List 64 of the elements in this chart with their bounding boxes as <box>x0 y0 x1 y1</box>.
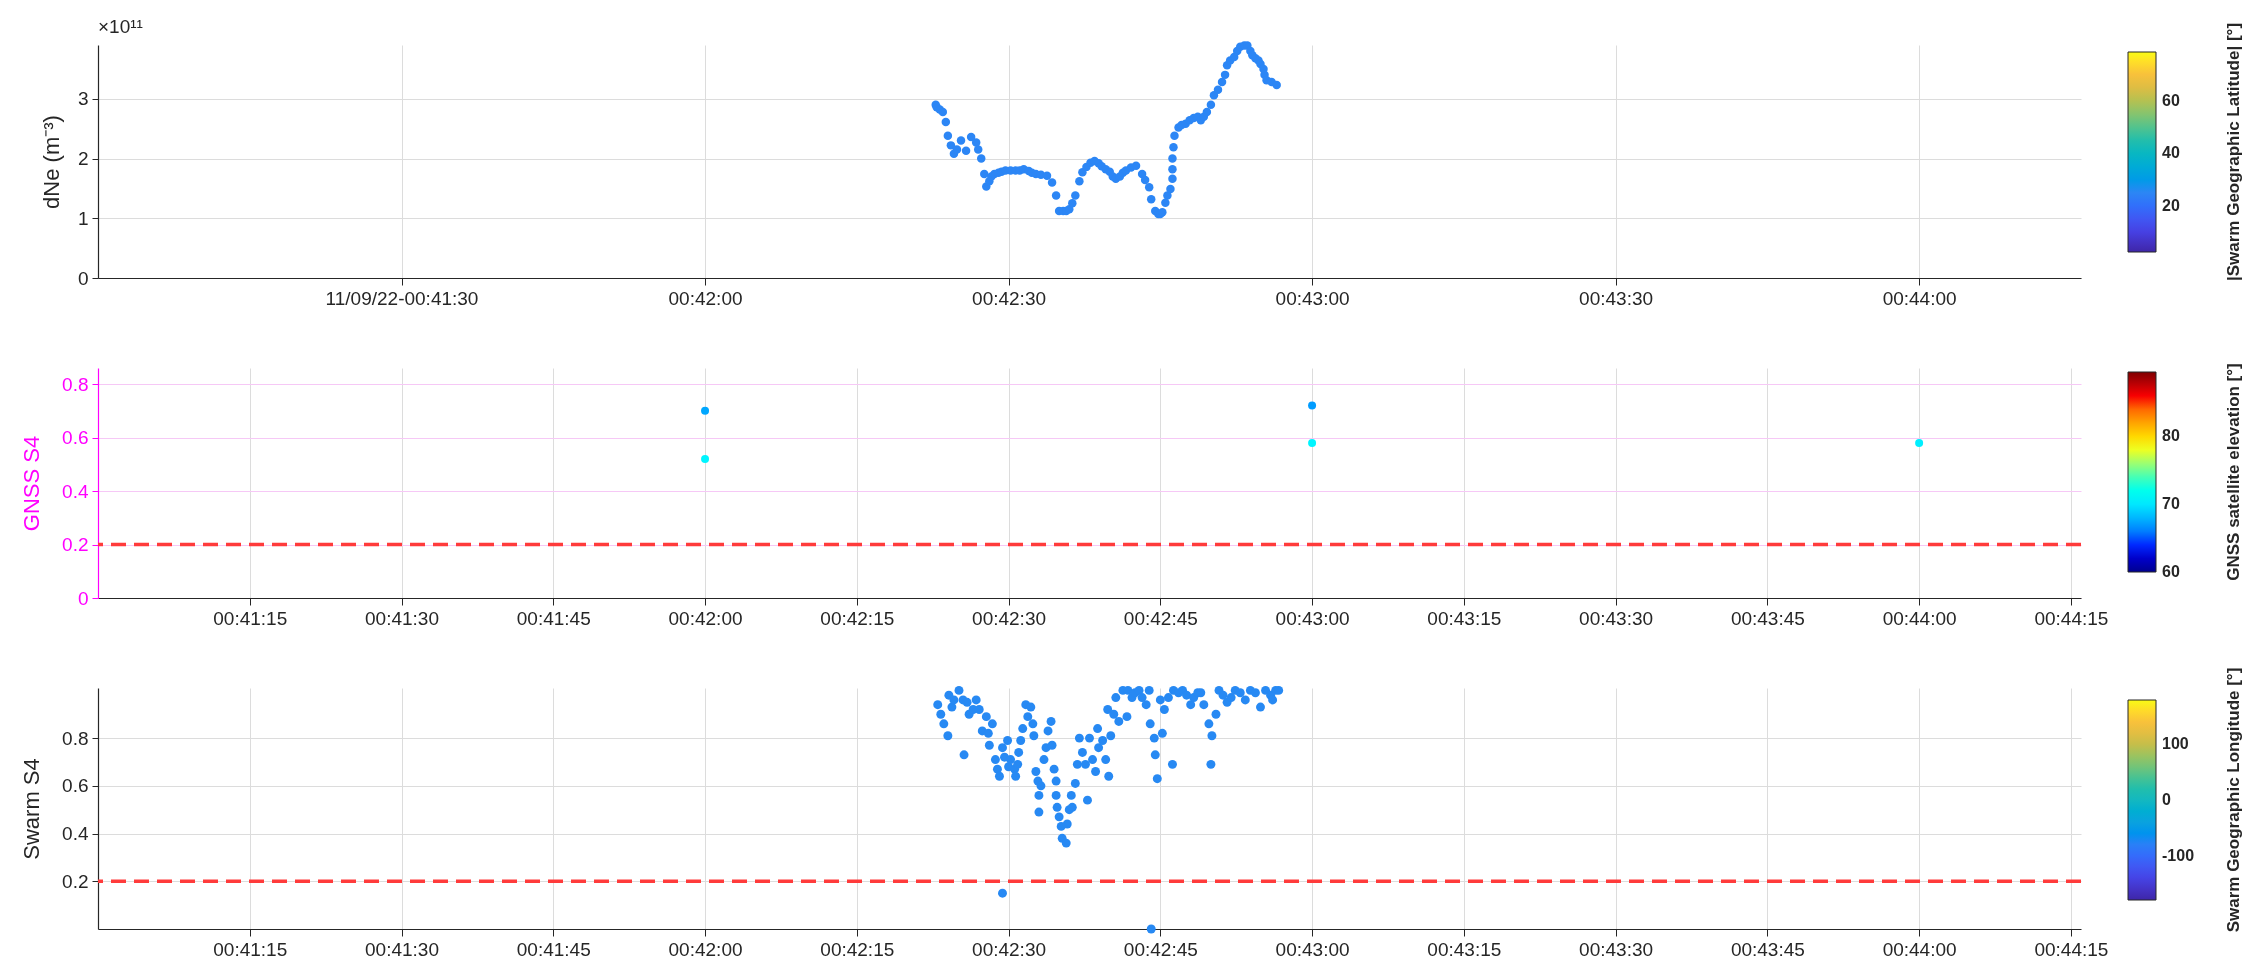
color-bar-label: 80 <box>2162 427 2180 445</box>
y-tick-label: 0.8 <box>62 373 89 395</box>
y-tick-label: 0.6 <box>62 775 89 797</box>
x-tick-label: 00:43:00 <box>1275 938 1350 960</box>
x-tick-label: 00:42:00 <box>668 287 743 309</box>
x-tick-label: 00:43:45 <box>1730 938 1805 960</box>
x-tick-label: 00:43:30 <box>1579 607 1654 629</box>
x-tick-label: 00:42:30 <box>972 287 1047 309</box>
y-tick-label: 2 <box>77 148 89 170</box>
point <box>1915 438 1924 447</box>
x-tick-label: 00:44:15 <box>2034 938 2109 960</box>
x-tick-label: 00:42:15 <box>820 938 895 960</box>
y-tick-label: 0 <box>77 267 89 289</box>
y-axis-title: dNe (m⁻³) <box>38 115 64 209</box>
point <box>701 406 710 415</box>
y-tick-label: 0.4 <box>62 480 89 502</box>
text: ×10¹¹ <box>98 16 143 37</box>
x-tick-label: 00:43:30 <box>1579 938 1654 960</box>
x-tick-label: 00:41:15 <box>213 607 288 629</box>
x-tick-label: 00:42:30 <box>972 938 1047 960</box>
x-tick-label: 00:42:15 <box>820 607 895 629</box>
x-tick-label: 00:41:45 <box>516 938 591 960</box>
x-tick-label: 00:41:30 <box>365 938 439 960</box>
color-bar-title: |Swarm Geographic Latitude| [°] <box>2224 22 2243 282</box>
x-tick-label: 00:44:00 <box>1882 607 1957 629</box>
x-tick-label: 00:43:00 <box>1275 287 1350 309</box>
x-tick-label: 00:42:45 <box>1123 607 1198 629</box>
y-tick-label: 0.2 <box>62 534 89 556</box>
y-tick-label: 0.8 <box>62 727 89 749</box>
x-tick-label: 00:43:30 <box>1579 287 1654 309</box>
y-tick-label: 3 <box>77 88 89 110</box>
x-tick-label: 00:42:00 <box>668 938 743 960</box>
color-bar-title: Swarm Geographic Longitude [°] <box>2224 667 2243 933</box>
y-tick-label: 0 <box>77 587 89 609</box>
x-tick-label: 00:42:30 <box>972 607 1047 629</box>
x-tick-label: 00:41:30 <box>365 607 439 629</box>
color-bar-label: 40 <box>2162 144 2180 162</box>
y-tick-label: 0.2 <box>62 870 89 892</box>
x-tick-label: 00:42:00 <box>668 607 743 629</box>
color-bar-label: 60 <box>2162 91 2180 109</box>
y-tick-label: 0.6 <box>62 427 89 449</box>
x-tick-label: 00:43:15 <box>1427 938 1502 960</box>
x-tick-label: 00:41:15 <box>213 938 288 960</box>
x-tick-label: 00:41:45 <box>516 607 591 629</box>
x-tick-label: 00:43:15 <box>1427 607 1502 629</box>
color-bar-label: -100 <box>2162 846 2195 864</box>
x-tick-label: 00:42:45 <box>1123 938 1198 960</box>
color-bar-label: 100 <box>2162 735 2189 753</box>
y-tick-label: 0.4 <box>62 823 89 845</box>
color-bar-label: 70 <box>2162 495 2180 513</box>
x-tick-label: 00:43:00 <box>1275 607 1350 629</box>
y-axis-title: GNSS S4 <box>19 435 45 532</box>
x-tick-label: 00:43:45 <box>1730 607 1805 629</box>
point <box>1308 401 1317 410</box>
color-bar-label: 0 <box>2162 791 2171 808</box>
x-tick-label: 00:44:00 <box>1882 938 1957 960</box>
color-bar-label: 60 <box>2162 563 2180 580</box>
x-tick-label: 00:44:00 <box>1882 287 1957 309</box>
color-bar-title: GNSS satellite elevation [°] <box>2224 363 2243 581</box>
x-tick-label: 11/09/22-00:41:30 <box>325 287 479 309</box>
y-tick-label: 1 <box>77 207 89 229</box>
y-axis-title: Swarm S4 <box>19 758 45 860</box>
color-bar-label: 20 <box>2162 196 2180 214</box>
x-tick-label: 00:44:15 <box>2034 607 2109 629</box>
